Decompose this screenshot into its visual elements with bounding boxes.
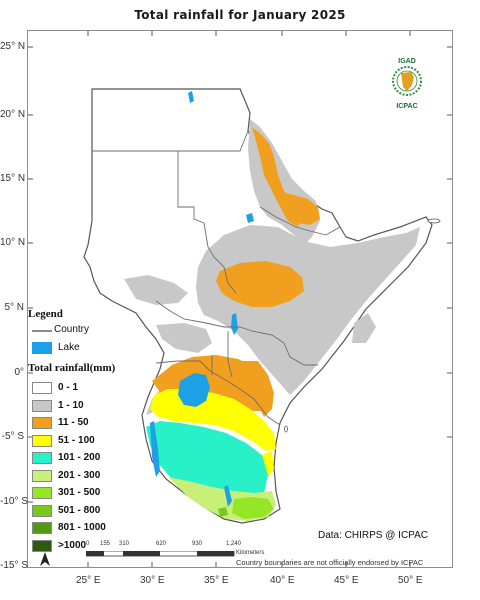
legend-class-swatch [32, 452, 52, 464]
lake-malawi [224, 485, 232, 507]
legend-lake-label: Lake [58, 342, 80, 353]
rain-101-200 [146, 421, 268, 503]
legend-class-swatch [32, 382, 52, 394]
rain-51-100 [150, 389, 276, 477]
map-canvas [28, 31, 452, 567]
rain-501-800 [218, 507, 228, 517]
map-title: Total rainfall for January 2025 [134, 8, 346, 22]
rain-301-500 [232, 497, 274, 519]
lat-label: -15° S [0, 560, 28, 571]
legend-class-swatch [32, 539, 52, 552]
logo-top-text: IGAD [398, 58, 416, 65]
legend-class-swatch [32, 522, 52, 534]
scale-unit: Kilometers [236, 550, 265, 556]
lat-label: 15° N [0, 173, 26, 184]
data-credit: Data: CHIRPS @ ICPAC [318, 530, 428, 541]
legend-class-swatch [32, 434, 52, 447]
legend-class-label: >1000 [58, 539, 87, 551]
legend-class-label: 501 - 800 [58, 504, 101, 516]
legend-class-label: 1 - 10 [58, 399, 84, 411]
lat-label: 10° N [0, 237, 26, 248]
lon-label: 45° E [334, 575, 359, 586]
lat-label: -10° S [0, 496, 28, 507]
scale-tick: 155 [100, 541, 111, 547]
scale-tick: 620 [156, 541, 167, 547]
legend-rain-title: Total rainfall(mm) [28, 362, 116, 374]
lat-label: 25° N [0, 41, 26, 52]
legend-country-label: Country [54, 324, 90, 335]
lakes [150, 91, 254, 507]
lake-victoria [178, 373, 210, 407]
lon-label: 50° E [398, 575, 423, 586]
scale-tick: 1,240 [226, 541, 242, 547]
rain-11-50 [152, 127, 320, 417]
legend-lake-swatch [32, 342, 52, 354]
lon-label: 25° E [76, 575, 101, 586]
legend-class-label: 801 - 1000 [58, 522, 106, 533]
scale-tick: 310 [119, 541, 130, 547]
country-line-icon [32, 330, 52, 332]
scale-tick: 0 [86, 541, 90, 547]
legend-title: Legend [28, 308, 63, 320]
igad-icpac-logo: IGAD ICPAC [380, 58, 434, 110]
scale-tick: 930 [192, 541, 203, 547]
lon-label: 30° E [140, 575, 165, 586]
legend-class-swatch [32, 399, 52, 412]
legend-class-label: 101 - 200 [58, 452, 101, 463]
legend-class-label: 0 - 1 [58, 382, 79, 393]
lon-ticks [87, 31, 411, 567]
north-arrow-icon [40, 552, 50, 566]
lat-label: 20° N [0, 109, 26, 120]
scale-bar-graphic [86, 551, 235, 557]
map-frame [27, 30, 453, 568]
lake-tana [246, 213, 254, 223]
lake-turkana [231, 313, 238, 335]
legend-class-label: 201 - 300 [58, 469, 101, 481]
country-boundaries [92, 130, 347, 426]
legend-class-swatch [32, 469, 52, 482]
legend-class-swatch [32, 504, 52, 517]
lat-label: -5° S [1, 431, 24, 442]
legend-class-swatch [32, 417, 52, 429]
lat-label: 0° [14, 367, 24, 378]
globe-icon [392, 66, 422, 96]
lake-tanganyika [150, 421, 160, 477]
islands [284, 218, 441, 433]
lon-label: 35° E [204, 575, 229, 586]
legend-class-label: 11 - 50 [58, 417, 89, 428]
legend-class-swatch [32, 487, 52, 499]
lake-nasser [188, 91, 194, 103]
legend-class-label: 51 - 100 [58, 434, 95, 446]
legend-class-label: 301 - 500 [58, 487, 101, 498]
logo-bottom-text: ICPAC [396, 103, 418, 110]
lat-ticks [28, 46, 452, 503]
disclaimer: Country boundaries are not officially en… [236, 558, 424, 567]
lat-label: 5° N [4, 302, 24, 313]
lon-label: 40° E [270, 575, 295, 586]
